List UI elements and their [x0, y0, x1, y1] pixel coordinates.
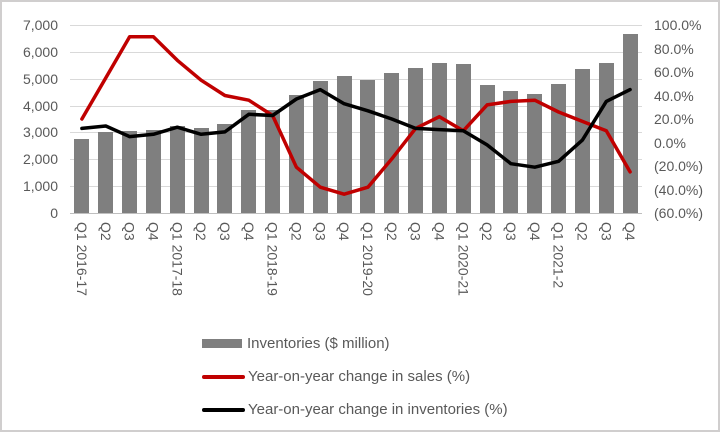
right-axis-tick: 0.0%: [654, 134, 686, 151]
category-tick: Q1 2020-21: [455, 222, 472, 296]
right-axis-tick: 100.0%: [654, 17, 702, 33]
bar: [312, 81, 328, 213]
gridline: [70, 213, 642, 214]
category-tick: Q3: [598, 222, 615, 241]
bar: [74, 139, 90, 213]
sales-line: [80, 35, 632, 196]
legend: Inventories ($ million) Year-on-year cha…: [202, 333, 508, 432]
bar: [336, 76, 352, 213]
category-tick: Q4: [622, 222, 639, 241]
gridline: [70, 78, 642, 80]
category-tick: Q3: [121, 222, 138, 241]
category-axis: Q1 2016-17 Q2 Q3 Q4 Q1 2017-18 Q2 Q3 Q4 Q1 2018-…: [70, 222, 642, 327]
category-tick: Q4: [145, 222, 162, 241]
legend-label: Year-on-year change in sales (%): [248, 368, 471, 385]
bar: [479, 85, 495, 213]
right-axis-tick: (60.0%): [654, 205, 704, 221]
left-axis-tick: 3,000: [22, 124, 58, 141]
bar: [241, 109, 257, 213]
gridline: [70, 132, 642, 134]
left-axis-tick: 1,000: [22, 178, 58, 195]
category-tick: Q2: [383, 222, 400, 241]
category-tick: Q4: [526, 222, 543, 241]
red-line-swatch-icon: [202, 374, 245, 379]
bar: [217, 124, 233, 213]
bar: [145, 129, 161, 213]
category-tick: Q2: [193, 222, 210, 241]
category-tick: Q3: [407, 222, 424, 241]
left-value-axis: 7,000 6,000 5,000 4,000 3,000 2,000 1,000 0: [2, 2, 60, 238]
bar-swatch-icon: [202, 339, 242, 348]
inventories-line: [80, 87, 632, 169]
category-tick: Q2: [97, 222, 114, 241]
legend-label: Year-on-year change in inventories (%): [248, 401, 508, 418]
bar: [455, 63, 471, 213]
gridline: [70, 186, 642, 188]
category-tick: Q1 2021-2: [550, 222, 567, 289]
category-tick: Q4: [431, 222, 448, 241]
bar: [431, 62, 447, 213]
bar: [408, 67, 424, 213]
bar: [384, 73, 400, 213]
bar: [169, 125, 185, 213]
category-tick: Q3: [312, 222, 329, 241]
black-line-swatch-icon: [202, 407, 245, 412]
right-axis-tick: (40.0%): [654, 181, 704, 198]
right-axis-tick: 60.0%: [654, 64, 694, 80]
category-tick: Q1 2016-17: [73, 222, 90, 296]
bar: [503, 90, 519, 213]
left-axis-tick: 4,000: [22, 97, 58, 114]
category-tick: Q2: [288, 222, 305, 241]
bar: [288, 94, 304, 213]
left-axis-tick: 5,000: [22, 70, 58, 87]
category-tick: Q1 2018-19: [264, 222, 281, 296]
gridline: [70, 25, 642, 26]
gridline: [70, 51, 642, 53]
bar: [551, 84, 567, 213]
category-tick: Q3: [216, 222, 233, 241]
right-axis-tick: 80.0%: [654, 40, 694, 57]
left-axis-tick: 0: [50, 205, 58, 221]
category-tick: Q1 2019-20: [359, 222, 376, 296]
legend-item-inventories-change: Year-on-year change in inventories (%): [202, 399, 508, 420]
category-tick: Q4: [336, 222, 353, 241]
category-tick: Q1 2017-18: [169, 222, 186, 296]
bar: [265, 109, 281, 213]
bar: [122, 131, 138, 213]
right-percent-axis: 100.0% 80.0% 60.0% 40.0% 20.0% 0.0% (20.0%) (40…: [652, 2, 722, 238]
left-axis-tick: 6,000: [22, 43, 58, 60]
right-axis-tick: (20.0%): [654, 158, 704, 174]
bar: [98, 132, 114, 213]
lines-layer: [80, 35, 632, 196]
plot-area: [70, 25, 642, 214]
left-axis-tick: 2,000: [22, 151, 58, 168]
bar: [193, 128, 209, 213]
legend-item-sales-change: Year-on-year change in sales (%): [202, 366, 508, 387]
legend-item-inventories: Inventories ($ million): [202, 333, 508, 354]
category-tick: Q3: [502, 222, 519, 241]
left-axis-tick: 7,000: [22, 17, 58, 33]
legend-label: Inventories ($ million): [247, 335, 390, 352]
right-axis-tick: 20.0%: [654, 111, 694, 127]
category-tick: Q2: [479, 222, 496, 241]
bar: [527, 93, 543, 213]
category-tick: Q2: [574, 222, 591, 241]
gridline: [70, 159, 642, 161]
right-axis-tick: 40.0%: [654, 87, 694, 104]
category-tick: Q4: [240, 222, 257, 241]
